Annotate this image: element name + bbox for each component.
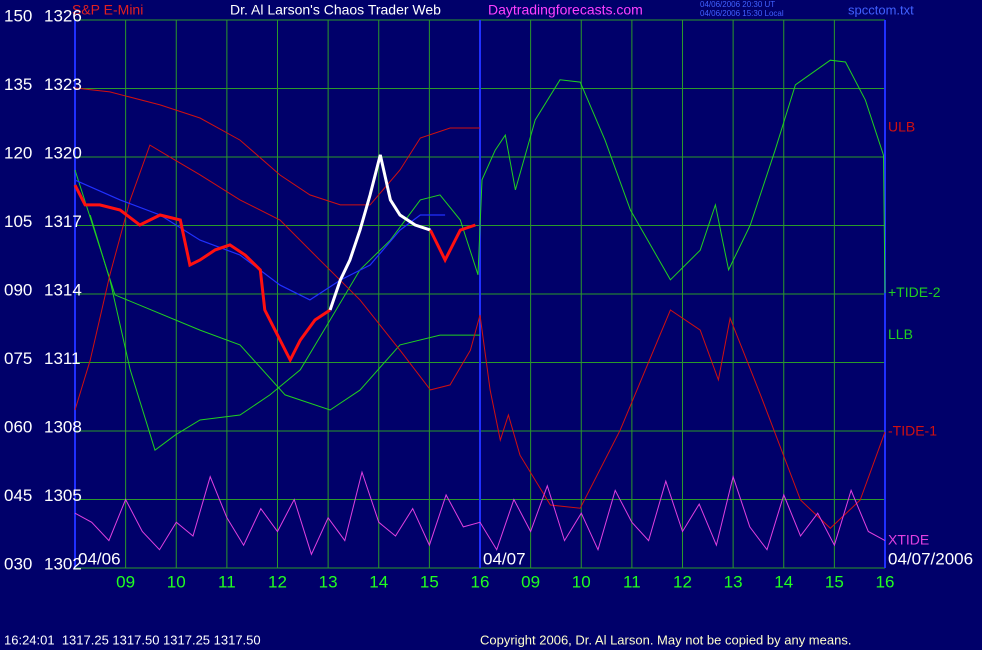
y2-tick-label: 1302	[44, 554, 82, 573]
series-label: -TIDE-1	[888, 423, 937, 439]
y2-tick-label: 1305	[44, 486, 82, 505]
date-label: 04/07	[483, 549, 526, 568]
series-line	[74, 87, 480, 206]
series-line	[74, 470, 886, 556]
y2-tick-label: 1317	[44, 212, 82, 231]
x-tick-label: 12	[268, 572, 287, 591]
y2-tick-label: 1308	[44, 417, 82, 436]
y-tick-label: 105	[4, 212, 32, 231]
x-tick-label: 14	[774, 572, 793, 591]
x-tick-label: 15	[825, 572, 844, 591]
y2-tick-label: 1311	[44, 349, 81, 368]
series-line	[74, 144, 886, 529]
series-label: XTIDE	[888, 531, 929, 547]
y-tick-label: 030	[4, 554, 32, 573]
date-label: 04/06	[78, 549, 121, 568]
price-line	[429, 223, 476, 264]
chart-title: Dr. Al Larson's Chaos Trader Web	[230, 2, 441, 18]
y-tick-label: 060	[4, 417, 32, 436]
series-line	[89, 59, 886, 452]
website: Daytradingforecasts.com	[488, 2, 643, 18]
instrument: S&P E-Mini	[72, 2, 143, 18]
timestamp: 04/06/2006 20:30 UT	[700, 0, 775, 9]
y-tick-label: 150	[4, 6, 32, 25]
x-tick-label: 15	[420, 572, 439, 591]
series-line	[74, 169, 480, 411]
price-line	[74, 179, 446, 301]
y-tick-label: 045	[4, 486, 32, 505]
x-tick-label: 12	[673, 572, 692, 591]
y-tick-label: 135	[4, 75, 32, 94]
y2-tick-label: 1323	[44, 75, 82, 94]
timestamp: 04/06/2006 15:30 Local	[700, 9, 784, 18]
copyright: Copyright 2006, Dr. Al Larson. May not b…	[480, 632, 851, 647]
y-tick-label: 120	[4, 143, 32, 162]
y2-tick-label: 1314	[44, 280, 82, 299]
series-label: ULB	[888, 119, 915, 135]
x-tick-label: 16	[471, 572, 490, 591]
x-tick-label: 16	[876, 572, 895, 591]
status-line: 16:24:01 1317.25 1317.50 1317.25 1317.50	[4, 632, 261, 647]
series-label: +TIDE-2	[888, 284, 941, 300]
x-tick-label: 13	[724, 572, 743, 591]
series-label: LLB	[888, 326, 913, 342]
x-tick-label: 14	[369, 572, 388, 591]
grid-layer	[74, 19, 886, 569]
x-tick-label: 09	[116, 572, 135, 591]
price-line	[73, 184, 331, 364]
x-tick-label: 10	[167, 572, 186, 591]
x-tick-label: 11	[623, 572, 641, 591]
y-tick-label: 075	[4, 349, 32, 368]
file-name: spcctom.txt	[848, 2, 914, 17]
plot-layer	[73, 59, 886, 556]
y2-tick-label: 1326	[44, 6, 82, 25]
y2-tick-label: 1320	[44, 143, 82, 162]
y-tick-label: 090	[4, 280, 32, 299]
x-tick-label: 09	[521, 572, 540, 591]
x-tick-label: 10	[572, 572, 591, 591]
date-label: 04/07/2006	[888, 549, 973, 568]
x-tick-label: 13	[319, 572, 338, 591]
x-tick-label: 11	[218, 572, 236, 591]
price-line	[328, 154, 431, 311]
